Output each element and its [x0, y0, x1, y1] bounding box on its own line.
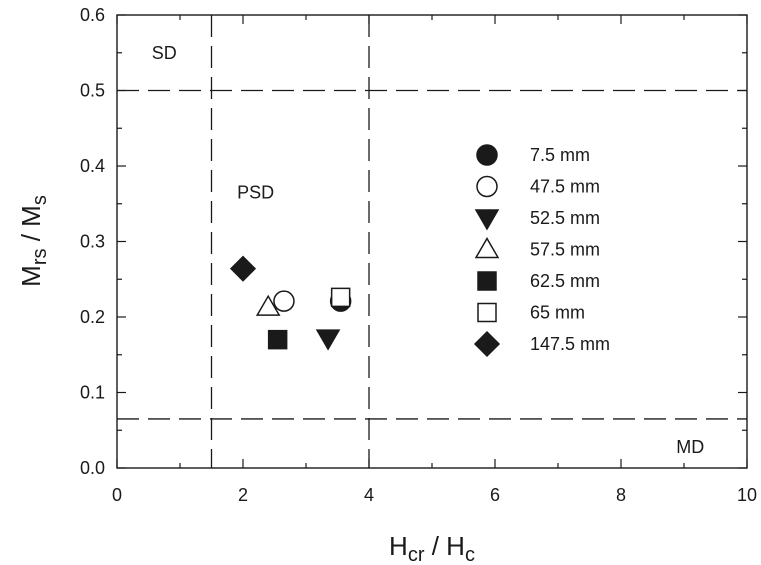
legend-marker-square-open	[477, 302, 497, 323]
data-point-diamond-filled	[229, 255, 257, 282]
data-point-circle-open	[273, 290, 295, 312]
x-axis-title: Hcr / Hc	[389, 531, 475, 565]
x-tick-label: 10	[737, 485, 757, 505]
axis-ticks: 0 2 4 6 8 10 0.0 0.1 0.2 0.3 0.4 0.5 0.6	[80, 5, 757, 505]
boundary-lines	[117, 15, 747, 468]
data-point-square-filled	[267, 329, 288, 350]
legend-label: 65 mm	[530, 303, 585, 323]
y-tick-label: 0.3	[80, 232, 105, 252]
legend-marker-triangle-up-open	[474, 237, 500, 259]
data-point-triangle-down-filled	[315, 329, 341, 351]
legend-label: 147.5 mm	[530, 334, 610, 354]
legend-marker-circle-filled	[476, 144, 498, 166]
y-tick-label: 0.6	[80, 5, 105, 25]
legend-marker-diamond-filled	[473, 330, 501, 358]
region-label-md: MD	[676, 437, 704, 457]
legend: 7.5 mm 47.5 mm 52.5 mm 57.5 mm 62.5 mm 65 mm 1…	[473, 144, 610, 358]
data-markers	[229, 255, 352, 351]
legend-label: 57.5 mm	[530, 240, 600, 260]
legend-marker-triangle-down-filled	[474, 209, 500, 231]
y-tick-label: 0.5	[80, 81, 105, 101]
region-label-sd: SD	[152, 43, 177, 63]
y-tick-label: 0.1	[80, 383, 105, 403]
x-tick-label: 6	[490, 485, 500, 505]
y-axis-title: Mrs / Ms	[16, 195, 51, 287]
x-tick-label: 8	[616, 485, 626, 505]
legend-label: 7.5 mm	[530, 145, 590, 165]
y-tick-label: 0.0	[80, 458, 105, 478]
legend-marker-circle-open	[476, 175, 498, 198]
region-labels: SD PSD MD	[152, 43, 705, 457]
legend-marker-square-filled	[477, 271, 497, 291]
region-label-psd: PSD	[237, 182, 274, 202]
x-tick-label: 0	[112, 485, 122, 505]
legend-label: 47.5 mm	[530, 177, 600, 197]
legend-label: 62.5 mm	[530, 271, 600, 291]
x-tick-label: 4	[364, 485, 374, 505]
y-tick-label: 0.4	[80, 156, 105, 176]
legend-label: 52.5 mm	[530, 208, 600, 228]
y-tick-label: 0.2	[80, 307, 105, 327]
data-point-square-open	[330, 287, 351, 308]
data-point-triangle-up-open	[255, 294, 281, 316]
x-tick-label: 2	[238, 485, 248, 505]
